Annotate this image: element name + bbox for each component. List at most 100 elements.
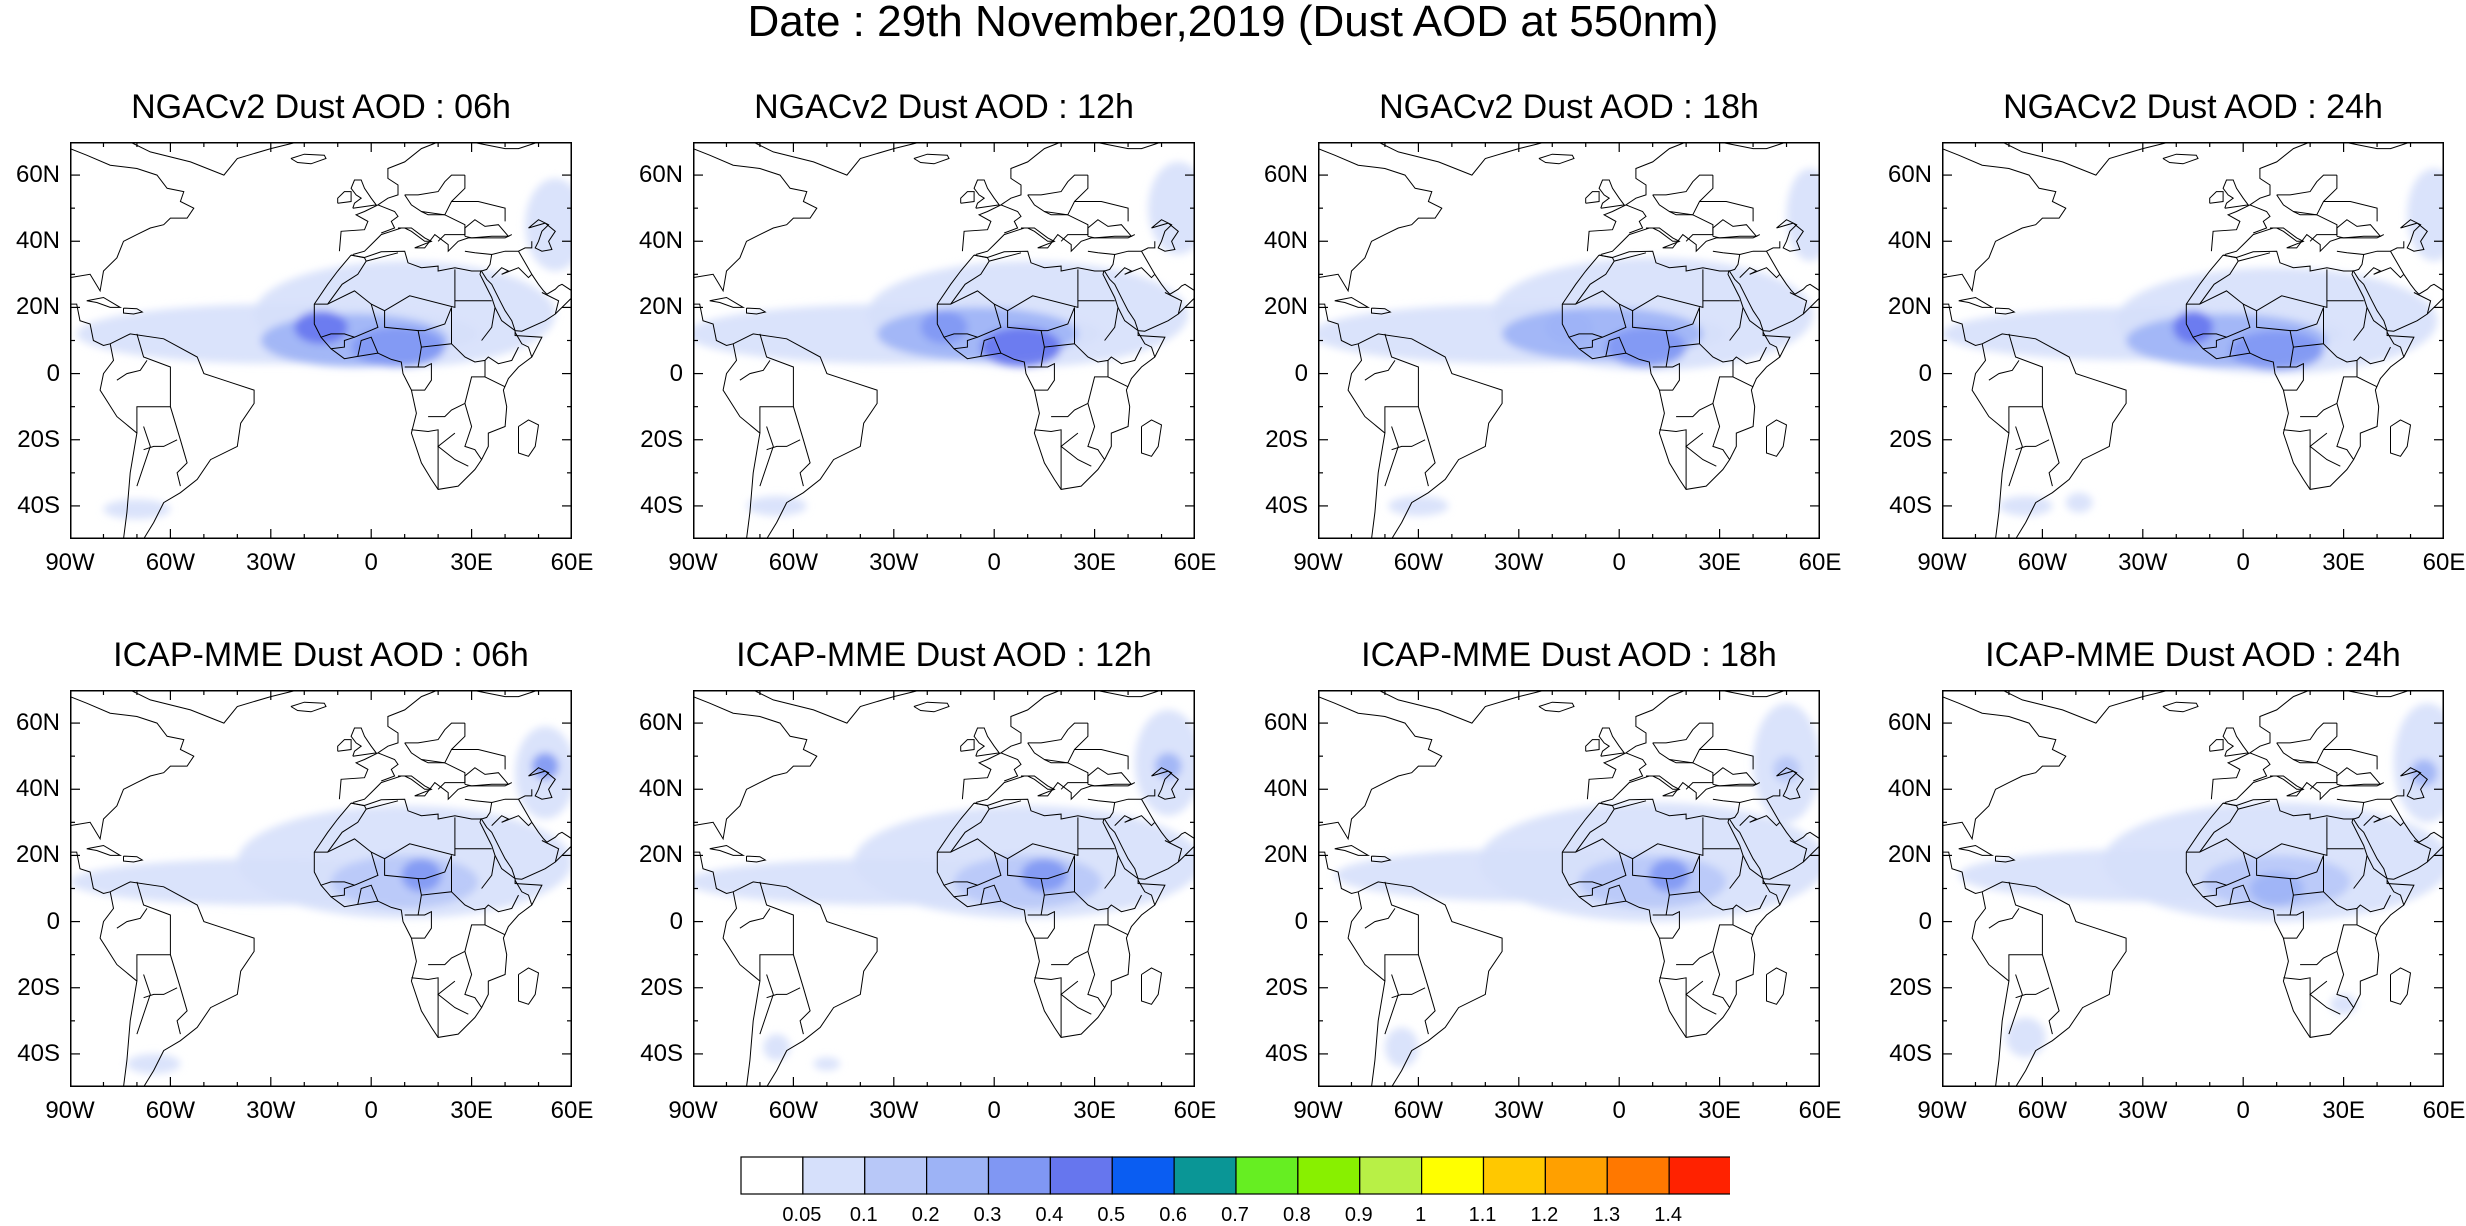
dust-aod-field <box>693 709 1195 1071</box>
lon-tick-label: 30E <box>1073 549 1116 576</box>
lat-tick-label: 20S <box>17 973 60 1001</box>
lat-tick-label: 40N <box>1887 227 1932 255</box>
lon-tick-label: 60E <box>1798 1097 1842 1124</box>
lat-tick-label: 20N <box>638 841 683 869</box>
lat-tick-label: 0 <box>46 907 60 935</box>
lat-tick-label: 60N <box>15 161 60 189</box>
lon-tick-label: 30E <box>1698 1097 1741 1124</box>
lat-tick-label: 20N <box>15 841 60 869</box>
panel-title-5: ICAP-MME Dust AOD : 06h <box>113 636 529 674</box>
colorbar-level-label: 0.9 <box>1344 1204 1373 1226</box>
lat-tick-label: 20N <box>15 293 60 321</box>
lon-tick-label: 30E <box>450 549 493 576</box>
dust-aod-field <box>76 178 572 520</box>
colorbar-swatch <box>987 1156 1051 1195</box>
lat-tick-label: 40N <box>1263 227 1308 255</box>
colorbar-level-label: 0.5 <box>1097 1204 1126 1226</box>
lon-tick-label: 30W <box>246 1097 296 1124</box>
dust-aod-field <box>693 161 1195 516</box>
lat-tick-label: 40S <box>640 491 683 519</box>
lat-tick-label: 60N <box>638 161 683 189</box>
lon-tick-label: 90W <box>1917 549 1967 576</box>
lon-tick-label: 0 <box>987 549 1001 576</box>
lon-tick-label: 60W <box>768 1097 819 1124</box>
lon-tick-label: 60E <box>1798 549 1842 576</box>
lat-tick-label: 60N <box>1887 161 1932 189</box>
lon-tick-label: 90W <box>45 1097 95 1124</box>
lon-tick-label: 0 <box>1612 549 1626 576</box>
lat-tick-label: 0 <box>1918 907 1932 935</box>
colorbar-level-label: 1.4 <box>1654 1204 1683 1226</box>
lon-tick-label: 30E <box>2322 1097 2365 1124</box>
lat-tick-label: 40S <box>1889 1039 1932 1067</box>
dust-aod-field <box>1334 703 1820 1068</box>
lon-tick-label: 30W <box>1494 549 1544 576</box>
colorbar-level-label: 0.6 <box>1159 1204 1188 1226</box>
lon-tick-label: 60W <box>1393 1097 1444 1124</box>
colorbar-level-label: 0.8 <box>1282 1204 1311 1226</box>
colorbar-level-label: 1 <box>1415 1204 1427 1226</box>
lat-tick-label: 20S <box>640 973 683 1001</box>
map-panel-5 <box>70 690 572 1087</box>
lon-tick-label: 30W <box>1494 1097 1544 1124</box>
colorbar-level-label: 0.7 <box>1221 1204 1249 1226</box>
colorbar-swatch <box>864 1156 928 1195</box>
lat-tick-label: 0 <box>1918 359 1932 387</box>
colorbar-swatch <box>1173 1156 1237 1195</box>
colorbar-swatch <box>1606 1156 1670 1195</box>
lon-tick-label: 60E <box>1173 549 1217 576</box>
panel-title-8: ICAP-MME Dust AOD : 24h <box>1985 636 2401 674</box>
lat-tick-label: 40N <box>1887 775 1932 803</box>
lat-tick-label: 20N <box>1887 841 1932 869</box>
lat-tick-label: 0 <box>1294 907 1308 935</box>
colorbar-swatch <box>740 1156 804 1195</box>
lon-tick-label: 30W <box>2118 549 2168 576</box>
lat-tick-label: 20S <box>1889 973 1932 1001</box>
colorbar-level-label: 0.2 <box>911 1204 940 1226</box>
lat-tick-label: 40N <box>638 775 683 803</box>
lon-tick-label: 60W <box>2017 1097 2068 1124</box>
map-panel-8 <box>1942 690 2444 1087</box>
lon-tick-label: 0 <box>364 1097 378 1124</box>
lat-tick-label: 20S <box>1265 425 1308 453</box>
map-panel-3 <box>1318 142 1820 539</box>
lon-tick-label: 0 <box>1612 1097 1626 1124</box>
lon-tick-label: 30E <box>450 1097 493 1124</box>
lon-tick-label: 0 <box>987 1097 1001 1124</box>
lon-tick-label: 90W <box>1917 1097 1967 1124</box>
panel-title-3: NGACv2 Dust AOD : 18h <box>1379 88 1759 126</box>
map-panel-4 <box>1942 142 2444 539</box>
lon-tick-label: 60W <box>145 549 196 576</box>
dust-aod-field <box>1318 168 1820 516</box>
lat-tick-label: 0 <box>46 359 60 387</box>
lat-tick-label: 40N <box>15 775 60 803</box>
lat-tick-label: 0 <box>1294 359 1308 387</box>
colorbar-level-label: 0.1 <box>849 1204 878 1226</box>
colorbar-level-label: 1.1 <box>1468 1204 1497 1226</box>
lat-tick-label: 40S <box>1265 1039 1308 1067</box>
colorbar-swatch <box>926 1156 990 1195</box>
lon-tick-label: 30W <box>869 1097 919 1124</box>
lon-tick-label: 60E <box>2422 549 2466 576</box>
colorbar-swatch <box>1421 1156 1485 1195</box>
colorbar-level-label: 1.3 <box>1592 1204 1621 1226</box>
map-panel-7 <box>1318 690 1820 1087</box>
lat-tick-label: 20S <box>1265 973 1308 1001</box>
colorbar <box>740 1156 1730 1195</box>
lat-tick-label: 20S <box>1889 425 1932 453</box>
colorbar-swatch <box>1297 1156 1361 1195</box>
colorbar-swatch <box>1668 1156 1730 1195</box>
colorbar-level-label: 0.3 <box>973 1204 1002 1226</box>
dust-aod-field <box>1958 703 2444 1058</box>
colorbar-swatch <box>1049 1156 1113 1195</box>
lon-tick-label: 90W <box>668 549 718 576</box>
lat-tick-label: 40S <box>640 1039 683 1067</box>
map-panel-6 <box>693 690 1195 1087</box>
map-panel-2 <box>693 142 1195 539</box>
lat-tick-label: 20S <box>17 425 60 453</box>
lat-tick-label: 40S <box>17 1039 60 1067</box>
lon-tick-label: 30E <box>1698 549 1741 576</box>
lon-tick-label: 60W <box>768 549 819 576</box>
lon-tick-label: 90W <box>668 1097 718 1124</box>
colorbar-swatch <box>1111 1156 1175 1195</box>
